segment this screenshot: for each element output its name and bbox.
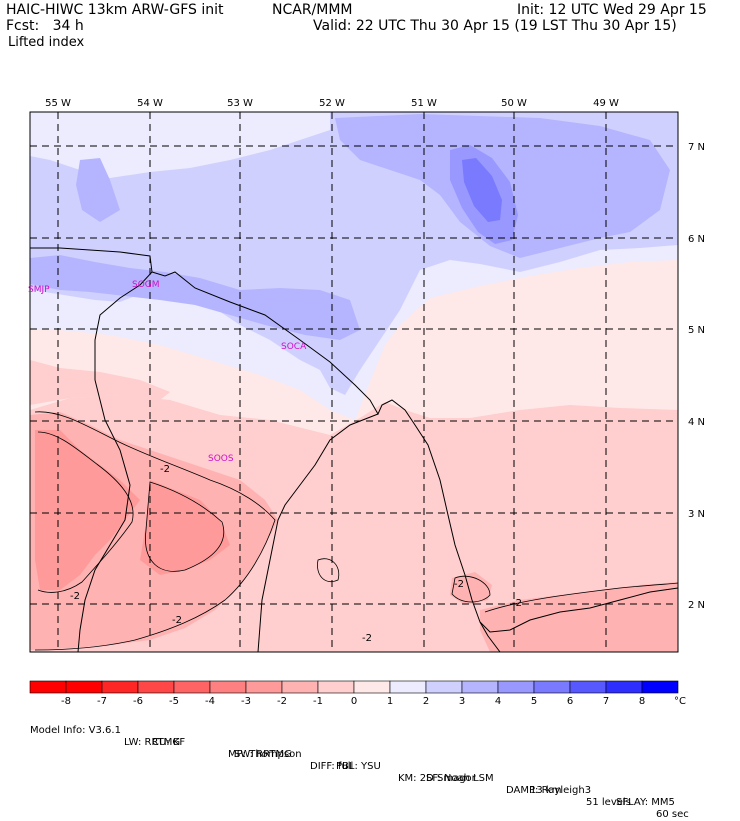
model-title: HAIC-HIWC 13km ARW-GFS init	[6, 2, 224, 18]
colorbar-tick-label: -8	[61, 696, 71, 707]
lon-label: 50 W	[501, 98, 527, 109]
map-frame	[29, 111, 679, 653]
coastline	[30, 247, 679, 653]
colorbar-swatch	[533, 680, 571, 694]
colorbar-swatch	[641, 680, 679, 694]
colorbar-swatch	[137, 680, 175, 694]
field-band-m1-north	[30, 360, 170, 405]
contour-label: -2	[160, 464, 170, 475]
field-band-5-6	[462, 158, 502, 222]
field-name: Lifted index	[8, 35, 85, 50]
valid-time: Valid: 22 UTC Thu 30 Apr 15 (19 LST Thu …	[313, 18, 677, 34]
forecast-hour: Fcst: 34 h	[6, 18, 84, 34]
footer-sw: SW: RRTMG	[234, 749, 292, 760]
colorbar-swatch	[425, 680, 463, 694]
colorbar-swatch	[569, 680, 607, 694]
colorbar-tick-label: -5	[169, 696, 179, 707]
colorbar-swatch	[497, 680, 535, 694]
colorbar-swatch	[353, 680, 391, 694]
grid	[30, 112, 678, 652]
colorbar-tick-label: 4	[495, 696, 501, 707]
colorbar-tick-label: 6	[567, 696, 573, 707]
field-band-m2-se	[480, 582, 678, 652]
colorbar-swatch	[29, 680, 67, 694]
lat-label: 5 N	[688, 325, 705, 336]
contour-label: -2	[512, 598, 522, 609]
colorbar-swatch	[101, 680, 139, 694]
colorbar-swatch	[65, 680, 103, 694]
colorbar-swatch	[209, 680, 247, 694]
station-soca: SOCA	[281, 342, 307, 352]
footer-sflay: SFLAY: MM5	[616, 797, 675, 808]
colorbar-tick-label: -4	[205, 696, 215, 707]
colorbar-tick-label: 2	[423, 696, 429, 707]
field-band-1-2-mid	[30, 112, 330, 178]
footer-timestep: 60 sec	[656, 809, 689, 820]
lon-label: 53 W	[227, 98, 253, 109]
lon-label: 49 W	[593, 98, 619, 109]
colorbar-tick-label: -7	[97, 696, 107, 707]
colorbar-tick-label: 1	[387, 696, 393, 707]
field-band-0-1-patch	[285, 400, 318, 420]
colorbar-tick-label: 3	[459, 696, 465, 707]
field-band-3-4-west	[30, 255, 360, 340]
contour-label: -2	[172, 615, 182, 626]
station-labels: SMJP SOGM SOCA SOOS	[28, 280, 307, 464]
colorbar-tick-label: -3	[241, 696, 251, 707]
lon-label: 55 W	[45, 98, 71, 109]
contour-label: -2	[70, 591, 80, 602]
field-band-3-4-arm	[76, 158, 120, 222]
field-band-m3-m4b	[140, 480, 230, 575]
colorbar	[29, 680, 679, 694]
colorbar-ticks: -8 -7 -6 -5 -4 -3 -2 -1 0 1 2 3 4 5 6 7 8	[61, 696, 645, 707]
colorbar-tick-label: -2	[277, 696, 287, 707]
colorbar-tick-label: 8	[639, 696, 645, 707]
field-layer	[30, 112, 678, 652]
colorbar-swatch	[245, 680, 283, 694]
colorbar-swatch	[389, 680, 427, 694]
colorbar-swatch	[173, 680, 211, 694]
org-label: NCAR/MMM	[272, 2, 353, 18]
station-smjp: SMJP	[28, 285, 50, 295]
footer-diff: DIFF: full	[310, 761, 354, 772]
colorbar-unit: °C	[674, 696, 686, 707]
colorbar-tick-label: -1	[313, 696, 323, 707]
contour-labels: -2 -2 -2 -2 -2 -2	[70, 464, 522, 644]
station-soos: SOOS	[208, 454, 234, 464]
station-sogm: SOGM	[132, 280, 160, 290]
lifted-index-map: 55 W 54 W 53 W 52 W 51 W 50 W 49 W 7 N 6…	[28, 98, 705, 707]
lat-labels: 7 N 6 N 5 N 4 N 3 N 2 N	[688, 142, 705, 611]
field-band-m3-m4	[35, 430, 140, 590]
lat-label: 7 N	[688, 142, 705, 153]
field-band-m2-se-patch	[450, 572, 492, 605]
lat-label: 3 N	[688, 509, 705, 520]
colorbar-tick-label: -6	[133, 696, 143, 707]
lon-label: 52 W	[319, 98, 345, 109]
colorbar-tick-label: 5	[531, 696, 537, 707]
colorbar-swatch	[281, 680, 319, 694]
lat-label: 4 N	[688, 417, 705, 428]
lat-label: 6 N	[688, 234, 705, 245]
colorbar-tick-label: 7	[603, 696, 609, 707]
lon-label: 51 W	[411, 98, 437, 109]
lat-label: 2 N	[688, 600, 705, 611]
init-time: Init: 12 UTC Wed 29 Apr 15	[517, 2, 707, 18]
colorbar-swatch	[461, 680, 499, 694]
footer-km: KM: 2D Smagor	[398, 773, 476, 784]
contour-label: -2	[362, 633, 372, 644]
footer-line-2: LW: RRTMG SW: RRTMG DIFF: full KM: 2D Sm…	[30, 725, 730, 809]
colorbar-tick-label: 0	[351, 696, 357, 707]
colorbar-swatch	[605, 680, 643, 694]
lon-label: 54 W	[137, 98, 163, 109]
contour-label: -2	[454, 579, 464, 590]
colorbar-swatch	[317, 680, 355, 694]
lon-labels: 55 W 54 W 53 W 52 W 51 W 50 W 49 W	[45, 98, 619, 109]
footer-model-info: Model Info: V3.6.1	[30, 725, 121, 736]
footer-lw: LW: RRTMG	[124, 737, 181, 748]
footer-damp: DAMP: Rayleigh3	[506, 785, 592, 796]
